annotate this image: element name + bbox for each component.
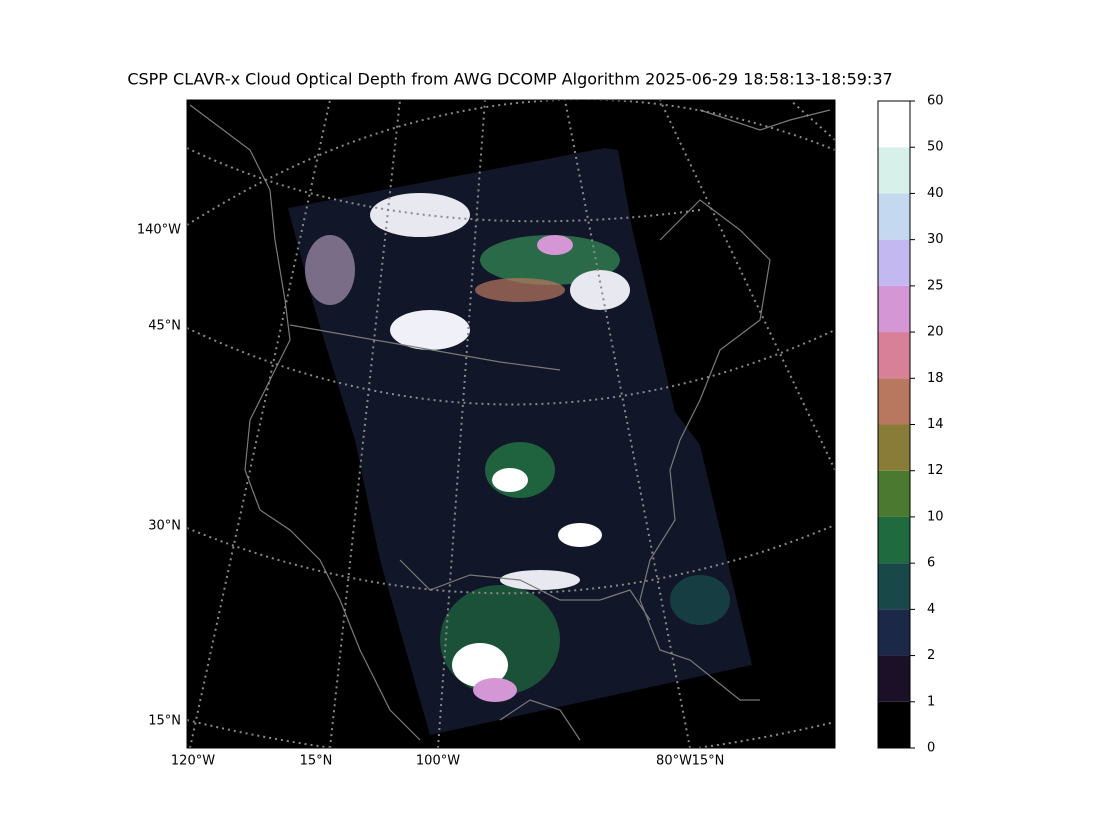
lon-label: 100°W xyxy=(416,754,460,769)
colorbar-segment xyxy=(878,470,910,517)
colorbar-tick-label: 14 xyxy=(927,417,944,432)
colorbar-tick-label: 4 xyxy=(927,602,935,617)
map-title: CSPP CLAVR-x Cloud Optical Depth from AW… xyxy=(127,70,892,89)
colorbar-tick-label: 2 xyxy=(927,648,935,663)
lat-label: 30°N xyxy=(148,519,181,534)
colorbar-tick-label: 6 xyxy=(927,556,935,571)
lon-label: 80°W xyxy=(656,754,692,769)
colorbar-tick-label: 40 xyxy=(927,186,944,201)
colorbar-tick-label: 50 xyxy=(927,140,944,155)
colorbar-segment xyxy=(878,609,910,656)
colorbar-tick-label: 0 xyxy=(927,741,935,756)
map-frame xyxy=(186,99,836,749)
colorbar-segment xyxy=(878,378,910,425)
colorbar-segment xyxy=(878,285,910,333)
lat-label: 140°W xyxy=(137,223,181,238)
colorbar-tick-label: 30 xyxy=(927,232,944,247)
lat-label: 15°N xyxy=(148,714,181,729)
colorbar-segment xyxy=(878,101,910,148)
coastlines xyxy=(189,104,831,741)
colorbar-segment xyxy=(878,563,910,610)
clouds xyxy=(305,193,730,702)
colorbar-tick-label: 1 xyxy=(927,694,935,709)
colorbar-segment xyxy=(878,147,910,194)
colorbar-segment xyxy=(878,193,910,240)
lon-label: 15°N xyxy=(300,754,333,769)
colorbar-tick-label: 20 xyxy=(927,325,944,340)
colorbar-segment xyxy=(878,701,910,748)
colorbar-tick-label: 60 xyxy=(927,94,944,109)
colorbar-segment xyxy=(878,655,910,702)
colorbar-tick-label: 10 xyxy=(927,509,944,524)
satellite-swath xyxy=(288,148,752,735)
lat-label: 45°N xyxy=(148,319,181,334)
colorbar-tick-label: 12 xyxy=(927,463,944,478)
lon-label: 120°W xyxy=(171,754,215,769)
map-area xyxy=(186,99,836,749)
colorbar-tick-label: 18 xyxy=(927,371,944,386)
colorbar-segment xyxy=(878,239,910,286)
graticule xyxy=(187,100,835,748)
colorbar-segment xyxy=(878,516,910,564)
colorbar-segment xyxy=(878,424,910,471)
lon-label: 15°N xyxy=(692,754,725,769)
colorbar-tick-label: 25 xyxy=(927,278,944,293)
colorbar-segment xyxy=(878,332,910,379)
